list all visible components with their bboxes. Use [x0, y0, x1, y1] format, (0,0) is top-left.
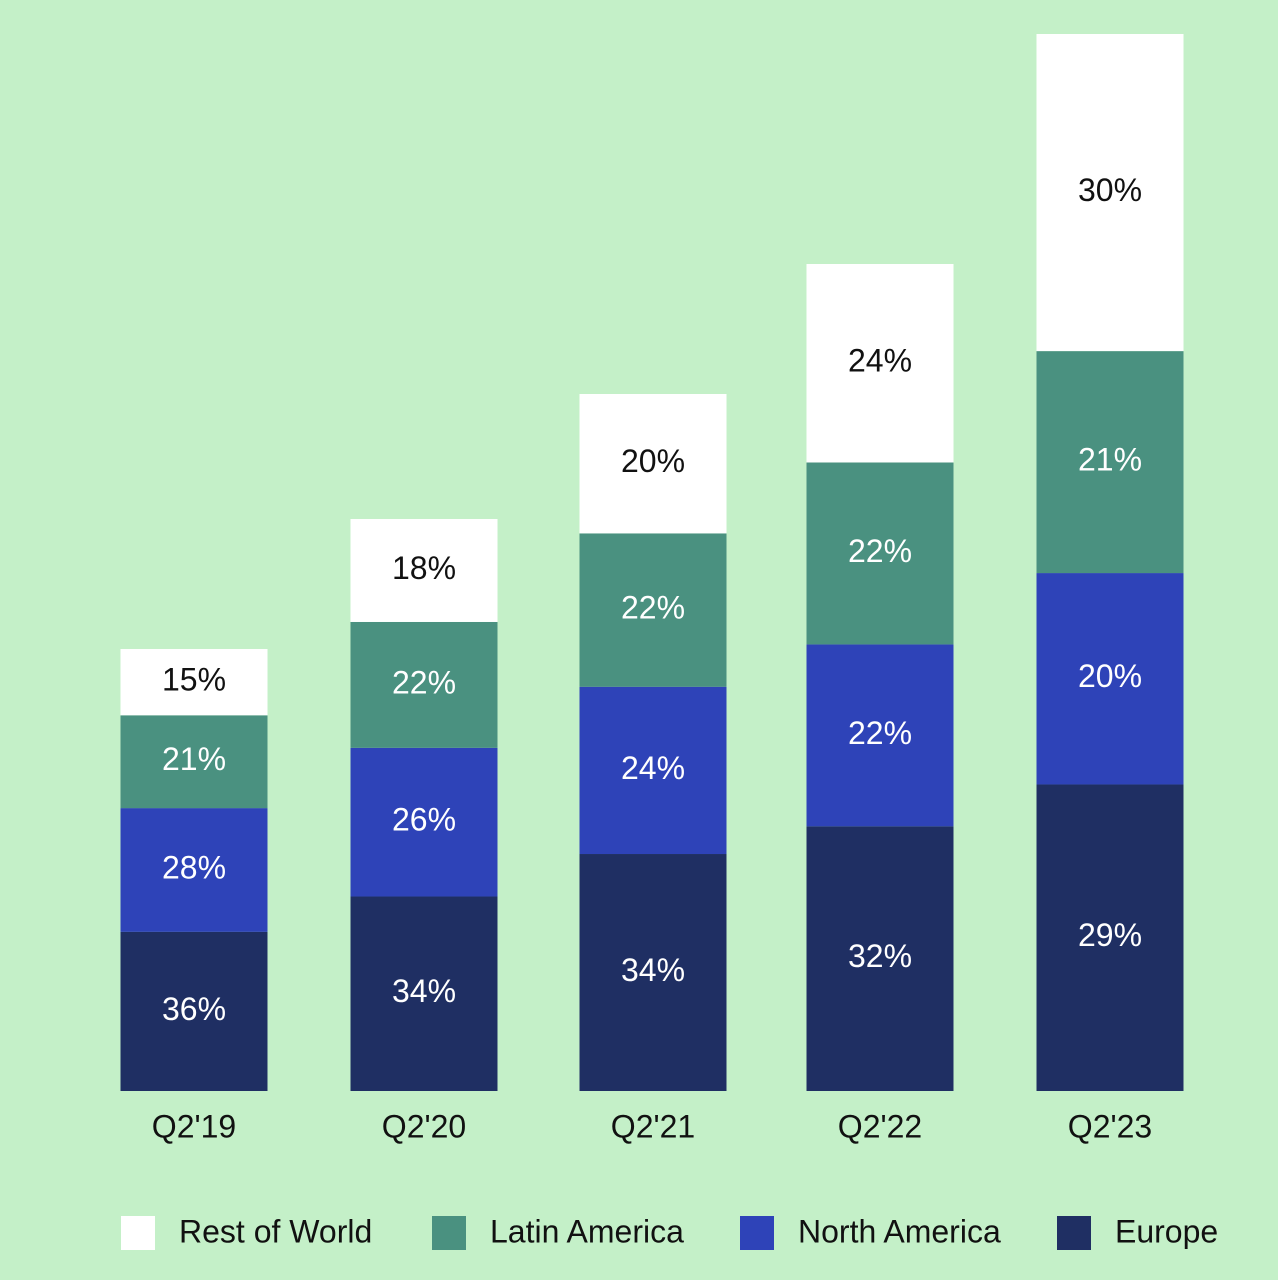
value-label: 20%: [621, 443, 685, 479]
x-tick-label: Q2'20: [382, 1108, 466, 1144]
legend-label: Latin America: [490, 1213, 684, 1249]
x-tick-label: Q2'21: [611, 1108, 695, 1144]
bar-segment: [806, 826, 954, 1091]
value-label: 21%: [1078, 442, 1142, 478]
bar-segment: [120, 715, 268, 809]
legend-label: Europe: [1115, 1213, 1218, 1249]
value-label: 24%: [621, 750, 685, 786]
bar-segment: [579, 533, 727, 687]
legend-label: North America: [798, 1213, 1001, 1249]
value-label: 22%: [848, 715, 912, 751]
bar-segment: [1036, 34, 1184, 352]
value-label: 15%: [162, 662, 226, 698]
bar-segment: [120, 931, 268, 1091]
legend-swatch: [121, 1216, 155, 1250]
bar-segment: [350, 621, 498, 748]
legend-label: Rest of World: [179, 1213, 372, 1249]
bar-segment: [350, 519, 498, 622]
bar-segment: [806, 644, 954, 827]
legend-swatch: [1057, 1216, 1091, 1250]
bar-segment: [806, 264, 954, 463]
value-label: 29%: [1078, 917, 1142, 953]
x-tick-label: Q2'23: [1068, 1108, 1152, 1144]
value-label: 26%: [392, 802, 456, 838]
value-label: 22%: [392, 664, 456, 700]
legend-swatch: [432, 1216, 466, 1250]
value-label: 32%: [848, 938, 912, 974]
legend-swatch: [740, 1216, 774, 1250]
bar-segment: [350, 896, 498, 1091]
bar-segment: [1036, 573, 1184, 785]
bar-segment: [806, 462, 954, 645]
bar-segment: [1036, 351, 1184, 574]
x-tick-label: Q2'19: [152, 1108, 236, 1144]
value-label: 34%: [392, 973, 456, 1009]
bar-segment: [579, 854, 727, 1091]
x-tick-label: Q2'22: [838, 1108, 922, 1144]
bar-segment: [579, 686, 727, 855]
value-label: 30%: [1078, 172, 1142, 208]
value-label: 24%: [848, 343, 912, 379]
bar-segment: [120, 808, 268, 932]
value-label: 20%: [1078, 658, 1142, 694]
bar-segment: [350, 747, 498, 897]
value-label: 28%: [162, 849, 226, 885]
bar-segment: [1036, 784, 1184, 1091]
value-label: 18%: [392, 550, 456, 586]
value-label: 21%: [162, 741, 226, 777]
value-label: 34%: [621, 952, 685, 988]
value-label: 22%: [621, 590, 685, 626]
value-label: 36%: [162, 991, 226, 1027]
bar-segment: [120, 649, 268, 716]
bar-segment: [579, 394, 727, 534]
value-label: 22%: [848, 533, 912, 569]
